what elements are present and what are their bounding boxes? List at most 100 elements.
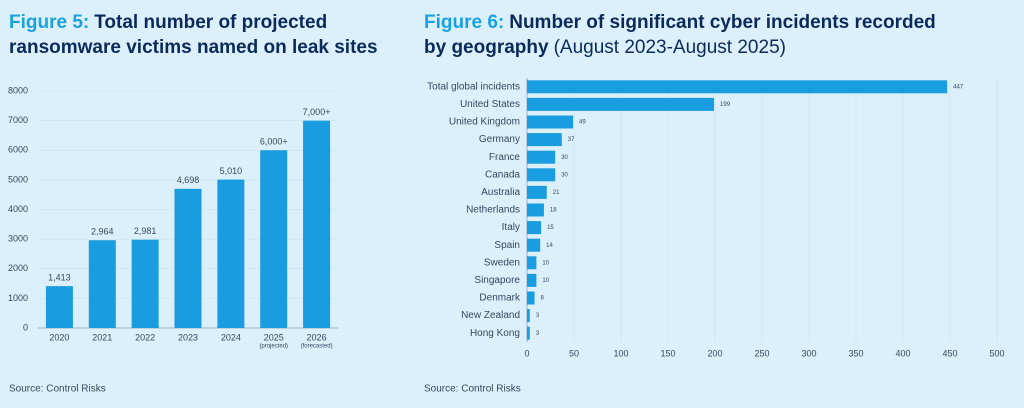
y-tick-label: United Kingdom [449,117,520,128]
bar [527,168,556,182]
value-label: 8 [541,296,545,302]
value-label: 18 [550,208,557,214]
y-tick-label: 4000 [8,204,28,214]
value-label: 4,698 [177,175,200,185]
x-tick-label: 2026 [307,332,327,342]
value-label: 21 [553,190,560,196]
y-tick-label: France [489,152,521,163]
x-tick-label: 2023 [178,332,198,342]
bar [527,273,537,287]
x-tick-label: 450 [942,348,957,358]
value-label: 10 [542,278,549,284]
bar [88,240,116,328]
bar [303,120,331,328]
y-tick-label: 7000 [8,115,28,125]
bar [527,221,542,235]
y-tick-label: Hong Kong [470,328,520,339]
title-line: ransomware victims named on leak sites [9,37,378,58]
y-tick-label: 8000 [8,85,28,95]
bar [527,309,530,323]
y-tick-label: Australia [481,187,520,198]
bar [260,150,288,328]
chart-title: ransomware victims named on leak sites [9,37,378,58]
value-label: 49 [579,120,586,126]
bar [527,185,547,199]
y-tick-label: Singapore [474,275,520,286]
chart-title: Figure 6: Number of significant cyber inc… [424,12,936,33]
x-tick-label: 500 [989,348,1004,358]
value-label: 30 [561,155,568,161]
x-tick-label: 250 [754,348,769,358]
y-tick-label: Total global incidents [427,81,520,92]
y-tick-label: 5000 [8,174,28,184]
value-label: 14 [546,243,553,249]
x-tick-label: 2025 [264,332,284,342]
value-label: 2,964 [91,227,114,237]
x-tick-label: 2024 [221,332,241,342]
y-tick-label: Denmark [479,293,521,304]
x-tick-note: (projected) [259,344,288,350]
x-tick-label: 2020 [49,332,69,342]
chart-title: Figure 5: Total number of projected [9,12,327,33]
bar [527,291,535,305]
y-tick-label: 3000 [8,234,28,244]
y-tick-label: Italy [502,222,520,233]
y-tick-label: United States [460,99,520,110]
bar [174,188,202,328]
x-tick-label: 2021 [92,332,112,342]
value-label: 7,000+ [303,107,331,117]
value-label: 3 [536,313,540,319]
bar [527,133,562,147]
x-tick-label: 400 [895,348,910,358]
value-label: 199 [720,102,731,108]
bar [527,80,948,94]
value-label: 447 [953,84,964,90]
y-tick-label: New Zealand [461,310,520,321]
bar [527,256,537,270]
bar [131,239,159,328]
x-tick-label: 150 [660,348,675,358]
y-tick-label: Canada [485,169,520,180]
figure-label: Figure 6: [424,12,504,33]
value-label: 30 [561,172,568,178]
source: Source: Control Risks [9,384,106,395]
x-tick-label: 100 [613,348,628,358]
y-tick-label: 1000 [8,293,28,303]
bar [45,286,73,328]
x-tick-label: 2022 [135,332,155,342]
x-tick-label: 350 [848,348,863,358]
x-tick-label: 0 [524,348,529,358]
chart-title: by geography (August 2023-August 2025) [424,37,786,58]
bar [527,97,715,111]
bar [527,203,544,217]
x-tick-label: 50 [569,348,579,358]
title-line: Total number of projected [94,12,327,33]
x-tick-note: (forecasted) [301,344,333,350]
value-label: 2,981 [134,226,157,236]
title-line: by geography [424,37,549,58]
y-tick-label: 6000 [8,145,28,155]
value-label: 3 [536,331,540,337]
value-label: 1,413 [48,273,71,283]
source: Source: Control Risks [424,384,521,395]
y-tick-label: 2000 [8,263,28,273]
value-label: 37 [568,137,575,143]
x-tick-label: 200 [707,348,722,358]
y-tick-label: Sweden [484,257,520,268]
title-line: Number of significant cyber incidents re… [509,12,936,33]
bar [527,150,556,164]
subtitle: (August 2023-August 2025) [554,37,786,58]
y-tick-label: Germany [479,134,520,145]
figure-label: Figure 5: [9,12,89,33]
value-label: 15 [547,225,554,231]
y-tick-label: Netherlands [466,205,520,216]
x-tick-label: 300 [801,348,816,358]
bar [527,326,530,340]
y-tick-label: Spain [494,240,520,251]
bar [527,115,574,129]
y-tick-label: 0 [23,322,28,332]
value-label: 6,000+ [260,137,288,147]
bar [527,238,541,252]
